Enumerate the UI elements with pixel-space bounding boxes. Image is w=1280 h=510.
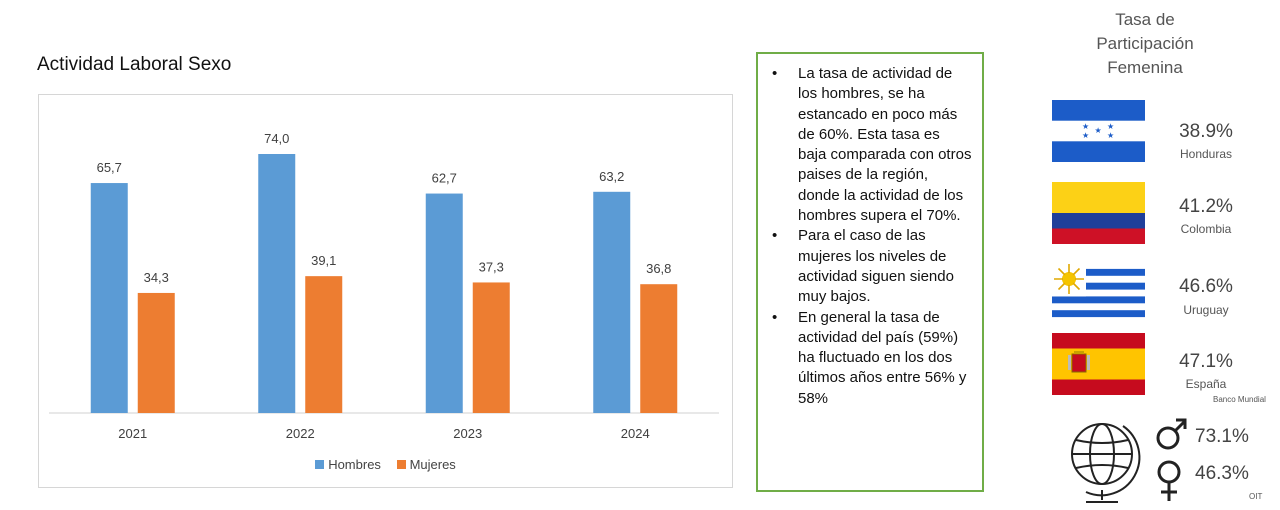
chart-title: Actividad Laboral Sexo: [37, 54, 232, 75]
male-symbol-icon: [1156, 418, 1187, 450]
note-text: En general la tasa de actividad del país…: [798, 308, 967, 407]
svg-text:★: ★: [1082, 131, 1089, 140]
honduras-pct: 38.9%: [1179, 121, 1233, 142]
data-label-mujeres-2023: 37,3: [479, 259, 504, 274]
female-symbol-icon: [1157, 460, 1181, 501]
spain-flag-icon: [1052, 333, 1145, 395]
note-item: • La tasa de actividad de los hombres, se…: [766, 64, 972, 226]
source-oit: OIT: [1249, 492, 1263, 501]
source-banco-mundial: Banco Mundial: [1213, 395, 1266, 404]
female-participation-panel: Tasa de Participación Femenina ★ ★ ★ ★ ★…: [1040, 0, 1280, 510]
svg-text:★: ★: [1095, 126, 1102, 135]
note-text: Para el caso de las mujeres los niveles …: [798, 227, 954, 306]
bar-hombres-2021: [90, 183, 128, 413]
globe-icon: [1071, 423, 1141, 503]
bar-mujeres-2022: [305, 276, 343, 413]
spain-pct: 47.1%: [1179, 351, 1233, 372]
legend-label-hombres: Hombres: [328, 457, 381, 472]
data-label-mujeres-2021: 34,3: [144, 270, 169, 285]
chart-legend: Hombres Mujeres: [39, 457, 732, 472]
bar-hombres-2024: [593, 191, 631, 413]
x-tick-label-2021: 2021: [118, 426, 147, 441]
note-item: • En general la tasa de actividad del paí…: [766, 308, 972, 409]
svg-text:★: ★: [1107, 122, 1114, 131]
legend-swatch-mujeres: [396, 460, 406, 469]
data-label-hombres-2021: 65,7: [97, 160, 122, 175]
bar-mujeres-2024: [640, 284, 678, 413]
uruguay-flag-icon: [1052, 262, 1145, 324]
colombia-pct: 41.2%: [1179, 196, 1233, 217]
oit-male-pct: 73.1%: [1195, 426, 1249, 447]
x-tick-label-2024: 2024: [621, 426, 650, 441]
bullet-icon: •: [772, 308, 778, 326]
notes-list: • La tasa de actividad de los hombres, se…: [766, 64, 972, 409]
bullet-icon: •: [772, 65, 778, 82]
note-item: • Para el caso de las mujeres los niveles…: [766, 226, 972, 307]
legend-item-hombres: Hombres: [315, 457, 381, 472]
uruguay-label: Uruguay: [1183, 303, 1229, 317]
side-title: Tasa de Participación Femenina: [1096, 10, 1194, 77]
note-text: La tasa de actividad de los hombres, se …: [798, 65, 972, 225]
data-label-hombres-2022: 74,0: [264, 131, 289, 146]
honduras-label: Honduras: [1179, 147, 1233, 161]
notes-box: • La tasa de actividad de los hombres, se…: [756, 52, 984, 492]
legend-item-mujeres: Mujeres: [396, 457, 456, 472]
data-label-mujeres-2024: 36,8: [646, 261, 671, 276]
x-tick-label-2022: 2022: [286, 426, 315, 441]
honduras-flag-icon: ★ ★ ★ ★ ★: [1052, 100, 1145, 162]
bar-chart: 65,7 34,3 2021 74,0 39,1 2022 62,7 37,3 2023 63,2…: [38, 94, 733, 488]
bar-mujeres-2023: [472, 282, 510, 413]
bar-hombres-2022: [258, 154, 296, 413]
legend-label-mujeres: Mujeres: [409, 457, 456, 472]
data-label-hombres-2024: 63,2: [599, 169, 624, 184]
spain-label: España: [1185, 377, 1227, 391]
data-label-hombres-2023: 62,7: [432, 171, 457, 186]
svg-text:★: ★: [1082, 122, 1089, 131]
svg-text:★: ★: [1107, 131, 1114, 140]
bullet-icon: •: [772, 227, 778, 245]
data-label-mujeres-2022: 39,1: [311, 253, 336, 268]
bar-hombres-2023: [425, 193, 463, 413]
oit-female-pct: 46.3%: [1195, 463, 1249, 484]
colombia-flag-icon: [1052, 182, 1145, 244]
legend-swatch-hombres: [315, 460, 325, 469]
chart-canvas: 65,7 34,3 2021 74,0 39,1 2022 62,7 37,3 2023 63,2…: [49, 131, 719, 441]
colombia-label: Colombia: [1180, 222, 1232, 236]
uruguay-pct: 46.6%: [1179, 276, 1233, 297]
x-tick-label-2023: 2023: [453, 426, 482, 441]
bar-mujeres-2021: [137, 292, 175, 413]
